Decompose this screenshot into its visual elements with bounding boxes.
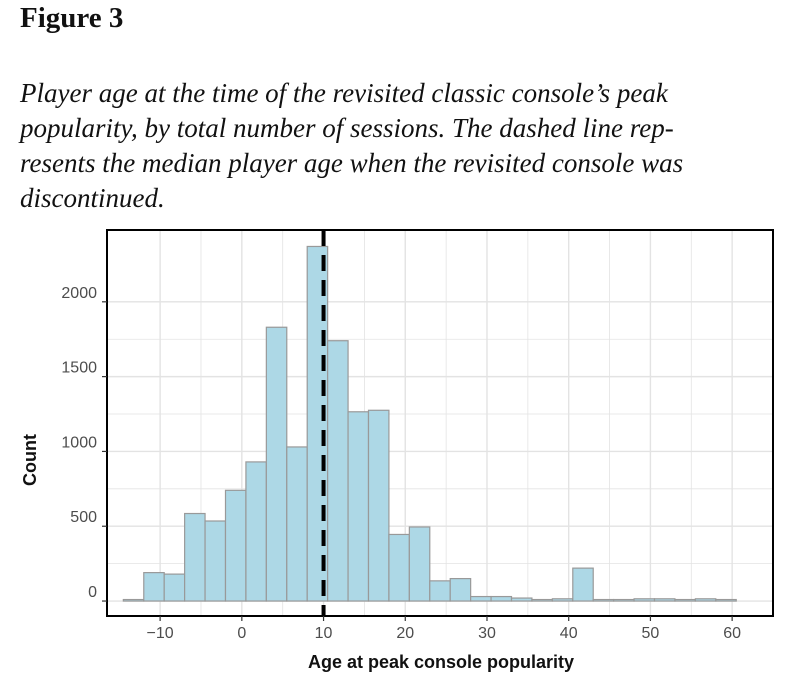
histogram-bar	[143, 572, 165, 602]
x-axis-label: Age at peak console popularity	[308, 652, 574, 672]
caption-line-2: popularity, by total number of sessions.…	[20, 113, 674, 143]
histogram-bar	[306, 245, 329, 602]
caption-line-4: discontinued.	[20, 183, 165, 213]
y-tick-label: 2000	[61, 285, 97, 302]
histogram-bar	[388, 533, 410, 602]
histogram-bar	[286, 446, 308, 602]
histogram-bar	[327, 340, 349, 602]
x-tick-label: 0	[237, 625, 246, 642]
y-tick-label: 500	[70, 509, 97, 526]
histogram-bar	[715, 598, 737, 602]
plot-frame	[106, 229, 774, 617]
histogram-bar	[613, 598, 635, 602]
x-tick-label: 20	[396, 625, 414, 642]
y-tick-label: 1000	[61, 434, 97, 451]
histogram-bar	[224, 489, 247, 602]
histogram-bar	[163, 573, 186, 602]
histogram-bar	[184, 512, 206, 602]
y-axis-label: Count	[20, 434, 40, 486]
histogram-bar	[449, 577, 472, 602]
figure-caption: Player age at the time of the revisited …	[20, 76, 790, 216]
x-tick-label: 40	[560, 625, 578, 642]
histogram-bar	[347, 411, 370, 602]
histogram-bar	[367, 409, 390, 602]
x-tick-label: 10	[315, 625, 333, 642]
histogram-bar	[633, 598, 656, 602]
histogram-bar	[204, 520, 227, 602]
x-tick-label: 30	[478, 625, 496, 642]
histogram-bar	[653, 598, 676, 602]
histogram-bar	[490, 595, 513, 602]
histogram-bar	[408, 526, 431, 602]
histogram-bar	[531, 598, 553, 602]
histogram-bar	[245, 461, 267, 602]
histogram-bar	[122, 598, 145, 602]
histogram-bar	[510, 597, 533, 602]
caption-line-1: Player age at the time of the revisited …	[20, 78, 668, 108]
x-tick-label: 50	[642, 625, 660, 642]
figure-label: Figure 3	[20, 2, 124, 34]
histogram-bar	[592, 598, 615, 602]
histogram-bar	[429, 580, 451, 602]
x-tick-label: −10	[147, 625, 174, 642]
y-tick-label: 1500	[61, 360, 97, 377]
x-tick-label: 60	[723, 625, 741, 642]
histogram-chart: −10 0 10 20 30 40 50 60 0 500 1000 1500 2000 Age at …	[20, 229, 774, 672]
caption-line-3: resents the median player age when the r…	[20, 148, 684, 178]
histogram-bar	[694, 598, 717, 602]
histogram-bar	[572, 567, 594, 602]
axis-layer: −10 0 10 20 30 40 50 60 0 500 1000 1500 2000	[61, 229, 774, 642]
histogram-bar	[470, 595, 492, 602]
histogram-bar	[674, 598, 696, 602]
histogram-bar	[265, 326, 288, 602]
y-tick-label: 0	[88, 584, 97, 601]
histogram-bar	[551, 598, 574, 602]
bars-layer	[122, 245, 737, 602]
